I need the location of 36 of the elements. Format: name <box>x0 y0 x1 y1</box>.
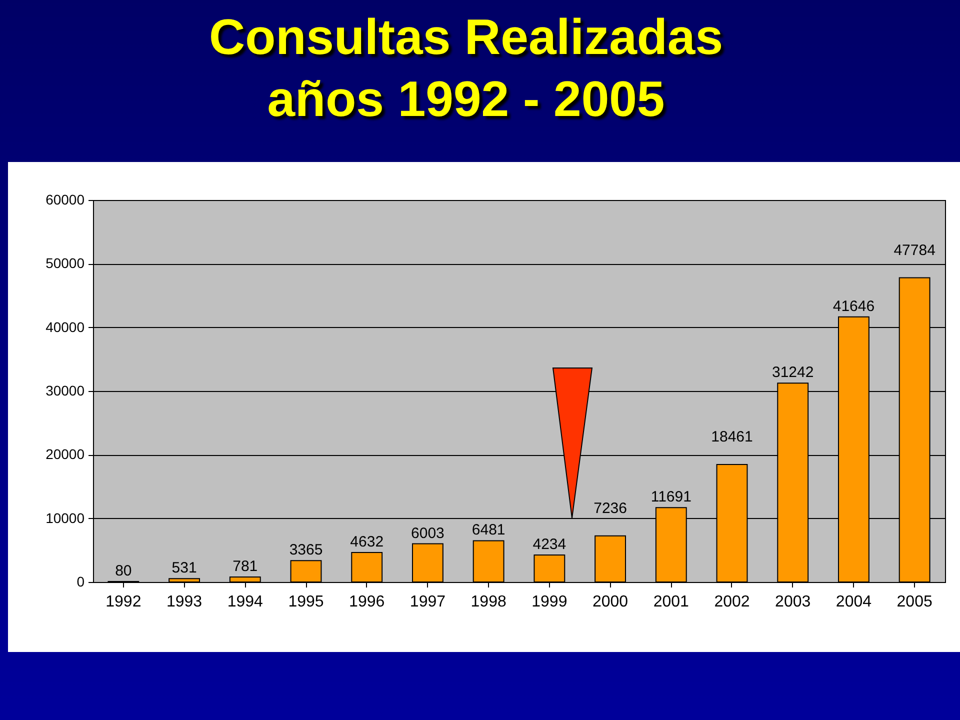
y-tick-label: 20000 <box>46 446 85 462</box>
x-tick-label: 2000 <box>592 594 628 610</box>
x-tick-label: 1996 <box>349 594 385 610</box>
data-label: 18461 <box>711 428 753 446</box>
data-label: 3365 <box>289 542 323 559</box>
x-tick-label: 1997 <box>410 594 446 610</box>
y-tick-label: 50000 <box>46 255 85 272</box>
x-tick-label: 1994 <box>227 594 264 610</box>
data-label: 41646 <box>832 298 875 315</box>
x-tick-label: 2004 <box>836 594 872 610</box>
y-tick-label: 60000 <box>46 192 85 208</box>
x-tick-label: 1992 <box>106 594 142 610</box>
x-tick-label: 2005 <box>896 594 932 610</box>
y-tick-label: 10000 <box>46 510 85 526</box>
data-label: 781 <box>232 558 258 576</box>
y-tick-label: 30000 <box>46 382 85 398</box>
x-tick-label: 2001 <box>653 594 690 610</box>
x-tick-label: 2002 <box>714 594 750 610</box>
chart-title: Consultas Realizadas años 1992 - 2005 <box>208 8 724 129</box>
data-label: 7236 <box>594 500 627 517</box>
x-tick-label: 2003 <box>775 594 811 610</box>
data-label: 80 <box>115 562 132 580</box>
data-label: 6481 <box>472 522 506 539</box>
x-tick-label: 1998 <box>470 594 506 610</box>
y-tick-label: 40000 <box>46 318 85 335</box>
data-label: 11691 <box>650 488 692 506</box>
x-tick-label: 1999 <box>532 594 568 610</box>
data-label: 4632 <box>350 534 384 551</box>
data-label: 4234 <box>532 536 566 554</box>
data-label: 6003 <box>411 524 444 542</box>
x-tick-label: 1993 <box>166 594 202 610</box>
data-label: 47784 <box>894 242 936 259</box>
data-label: 31242 <box>772 364 814 382</box>
y-tick-label: 0 <box>76 574 85 590</box>
data-label: 531 <box>172 560 197 577</box>
x-tick-label: 1995 <box>288 594 324 610</box>
